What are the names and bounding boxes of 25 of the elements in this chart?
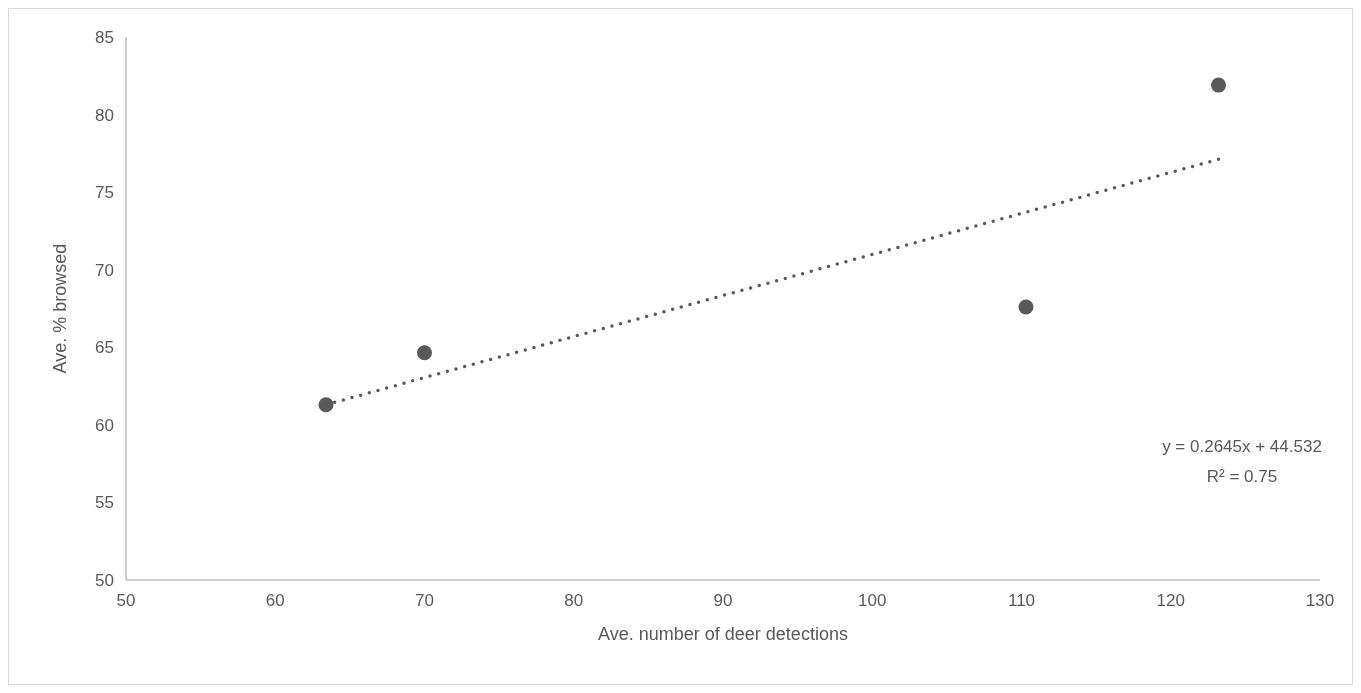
x-axis-title: Ave. number of deer detections [598,624,848,644]
y-tick-label: 65 [95,338,114,358]
point [1211,77,1227,93]
x-tick-label: 80 [564,591,584,610]
y-tick-label: 60 [95,415,114,435]
x-tick-label: 120 [1156,591,1185,610]
point [417,345,432,361]
annotation: R² = 0.75 [1206,467,1278,486]
x-tick-label: 50 [116,591,136,610]
y-tick-label: 70 [95,260,114,280]
point [318,397,334,413]
y-tick-label: 80 [95,105,114,125]
y-tick-label: 55 [95,493,114,513]
x-tick-label: 70 [415,591,434,610]
x-tick-label: 110 [1007,591,1036,610]
y-tick-label: 75 [95,183,114,203]
point [1018,299,1034,315]
y-axis-title: Ave. % browsed [50,243,70,374]
annotation: y = 0.2645x + 44.532 [1162,437,1322,456]
x-tick-label: 60 [265,591,285,610]
x-tick-label: 130 [1305,591,1335,610]
x-tick-label: 90 [713,591,733,610]
y-tick-label: 50 [95,570,114,590]
y-tick-label: 85 [95,27,114,47]
x-tick-label: 100 [858,591,887,610]
